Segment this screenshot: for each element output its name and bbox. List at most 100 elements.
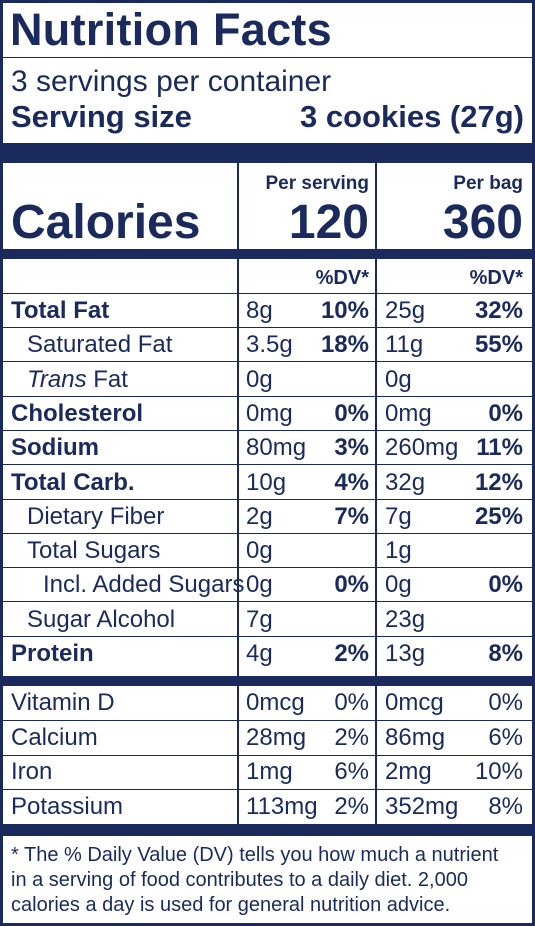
nutrient-row: Protein 4g 2% 13g 8%	[3, 637, 532, 671]
bag-dv: 12%	[474, 469, 523, 496]
vitamins-divider	[3, 676, 532, 686]
serving-amount: 80mg	[246, 434, 307, 461]
bag-dv: 0%	[488, 571, 523, 598]
nutrient-name: Total Sugars	[27, 537, 161, 564]
bag-amount: 0g	[385, 366, 412, 393]
bag-amount: 13g	[385, 640, 426, 667]
row-divider	[3, 499, 532, 500]
nutrient-name: Dietary Fiber	[27, 503, 165, 530]
calories-divider	[3, 249, 532, 259]
serving-amount: 10g	[246, 469, 287, 496]
per-bag-header: Per bag	[453, 173, 523, 194]
bag-dv: 11%	[476, 434, 523, 461]
bag-dv: 25%	[474, 503, 523, 530]
nutrient-name-rest: Fat	[86, 366, 128, 393]
column-divider-left	[237, 160, 239, 836]
serving-dv: 4%	[334, 469, 369, 496]
row-divider	[3, 755, 532, 756]
serving-dv: 18%	[320, 331, 369, 358]
dv-header-serving: %DV*	[315, 267, 369, 289]
row-divider	[3, 396, 532, 397]
bag-amount: 11g	[385, 331, 424, 358]
label-title: Nutrition Facts	[10, 4, 333, 55]
bag-dv: 6%	[488, 724, 523, 751]
row-divider	[3, 720, 532, 721]
bag-amount: 260mg	[385, 434, 459, 461]
serving-dv: 2%	[334, 640, 369, 667]
bag-dv: 0%	[488, 400, 523, 427]
bag-amount: 32g	[385, 469, 426, 496]
bag-amount: 0mcg	[385, 689, 444, 716]
calories-label: Calories	[11, 196, 201, 249]
nutrient-name: Vitamin D	[11, 689, 115, 716]
row-divider	[3, 567, 532, 568]
nutrient-name: Trans Fat	[27, 368, 128, 392]
serving-amount: 1mg	[246, 758, 293, 785]
serving-dv: 0%	[334, 689, 369, 716]
bag-dv: 10%	[474, 758, 523, 785]
footnote-line-3: calories a day is used for general nutri…	[11, 894, 451, 916]
serving-amount: 4g	[246, 640, 273, 667]
bag-amount: 2mg	[385, 758, 432, 785]
nutrient-row: Saturated Fat 3.5g 18% 11g 55%	[3, 328, 532, 362]
serving-size-value: 3 cookies (27g)	[300, 99, 524, 134]
bag-dv: 55%	[474, 331, 523, 358]
nutrient-name: Total Carb.	[11, 469, 135, 496]
serving-amount: 7g	[246, 606, 273, 633]
nutrient-name: Total Fat	[11, 297, 110, 324]
bag-dv: 0%	[488, 689, 523, 716]
serving-dv: 3%	[334, 434, 369, 461]
bag-amount: 25g	[385, 297, 426, 324]
nutrient-row: Incl. Added Sugars 0g 0% 0g 0%	[3, 568, 532, 602]
nutrient-name: Iron	[11, 758, 53, 785]
vitamin-row: Iron 1mg 6% 2mg 10%	[3, 755, 532, 790]
serving-amount: 2g	[246, 503, 273, 530]
dv-header-bag: %DV*	[469, 267, 523, 289]
nutrient-name: Incl. Added Sugars	[43, 571, 245, 598]
row-divider	[3, 636, 532, 637]
row-divider	[3, 533, 532, 534]
serving-amount: 0g	[246, 366, 273, 393]
serving-dv: 0%	[334, 571, 369, 598]
nutrient-name: Saturated Fat	[27, 331, 173, 358]
serving-amount: 113mg	[246, 793, 318, 820]
bag-amount: 7g	[385, 503, 412, 530]
vitamin-row: Calcium 28mg 2% 86mg 6%	[3, 721, 532, 756]
row-divider	[3, 327, 532, 328]
nutrient-row: Total Sugars 0g 1g	[3, 534, 532, 568]
row-divider	[3, 430, 532, 431]
serving-dv: 2%	[334, 724, 369, 751]
column-divider-right	[375, 160, 377, 836]
nutrient-name: Potassium	[11, 793, 124, 820]
vitamin-row: Potassium 113mg 2% 352mg 8%	[3, 790, 532, 825]
row-divider	[3, 361, 532, 362]
calories-per-serving: 120	[288, 196, 369, 249]
footnote-line-2: in a serving of food contributes to a da…	[11, 869, 468, 891]
bag-amount: 352mg	[385, 793, 459, 820]
nutrient-name: Protein	[11, 640, 94, 667]
per-serving-header: Per serving	[265, 173, 370, 194]
nutrient-name-italic: Trans	[27, 366, 87, 393]
servings-per-container: 3 servings per container	[11, 65, 332, 98]
bag-amount: 1g	[385, 537, 412, 564]
dv-header-divider	[3, 293, 532, 294]
serving-amount: 3.5g	[246, 331, 293, 358]
serving-dv: 0%	[334, 400, 369, 427]
row-divider	[3, 789, 532, 790]
serving-amount: 0g	[246, 571, 273, 598]
nutrient-name: Cholesterol	[11, 400, 144, 427]
serving-dv: 10%	[320, 297, 369, 324]
nutrient-row: Dietary Fiber 2g 7% 7g 25%	[3, 500, 532, 534]
nutrient-name: Sugar Alcohol	[27, 606, 176, 633]
row-divider	[3, 464, 532, 465]
nutrient-row: Sugar Alcohol 7g 23g	[3, 603, 532, 637]
serving-amount: 8g	[246, 297, 273, 324]
footnote-line-1: * The % Daily Value (DV) tells you how m…	[11, 844, 499, 866]
nutrient-row: Trans Fat 0g 0g	[3, 363, 532, 397]
thick-divider-top	[3, 143, 532, 163]
serving-size-label: Serving size	[11, 99, 192, 134]
bag-amount: 23g	[385, 606, 426, 633]
footnote-divider	[3, 824, 532, 836]
serving-amount: 0mcg	[246, 689, 305, 716]
title-divider	[3, 57, 532, 58]
